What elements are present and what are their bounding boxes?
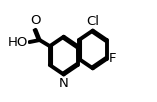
Text: N: N (59, 77, 69, 90)
Text: HO: HO (8, 36, 29, 49)
Text: Cl: Cl (86, 15, 99, 28)
Text: O: O (30, 14, 40, 27)
Text: F: F (108, 52, 116, 65)
